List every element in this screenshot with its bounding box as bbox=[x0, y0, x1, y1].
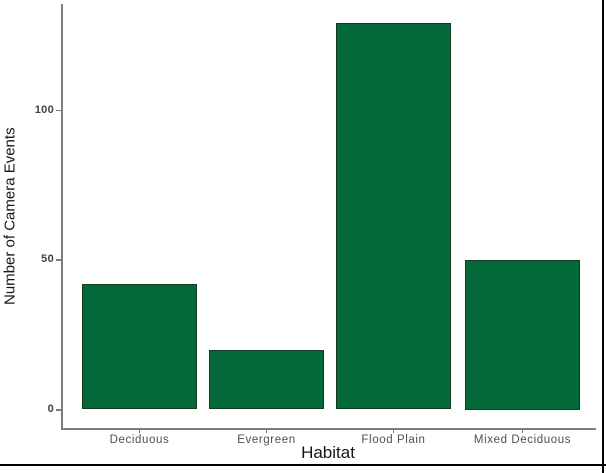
y-tick-mark bbox=[56, 259, 61, 261]
frame-bottom-border bbox=[0, 464, 606, 466]
x-tick-mark bbox=[138, 429, 141, 433]
x-tick-label: Mixed Deciduous bbox=[473, 434, 572, 446]
y-axis-line bbox=[61, 4, 63, 429]
x-tick-mark bbox=[265, 429, 268, 433]
x-axis-line bbox=[61, 428, 596, 430]
frame-right-border bbox=[602, 0, 604, 473]
y-tick-mark bbox=[56, 409, 61, 411]
x-axis-title: Habitat bbox=[301, 443, 355, 462]
x-tick-mark bbox=[392, 429, 395, 433]
x-tick-mark bbox=[521, 429, 524, 433]
y-axis-title: Number of Camera Events bbox=[1, 127, 19, 306]
bar-flood-plain bbox=[336, 23, 451, 410]
x-tick-label: Flood Plain bbox=[361, 434, 426, 446]
y-tick-label: 50 bbox=[41, 253, 54, 266]
y-tick-mark bbox=[56, 109, 61, 111]
bar-evergreen bbox=[209, 349, 324, 410]
bar-deciduous bbox=[82, 283, 197, 410]
x-tick-label: Deciduous bbox=[109, 434, 170, 446]
x-tick-label: Evergreen bbox=[237, 434, 296, 446]
y-tick-label: 100 bbox=[34, 103, 54, 116]
y-tick-label: 0 bbox=[47, 403, 54, 415]
bar-mixed-deciduous bbox=[465, 259, 580, 410]
